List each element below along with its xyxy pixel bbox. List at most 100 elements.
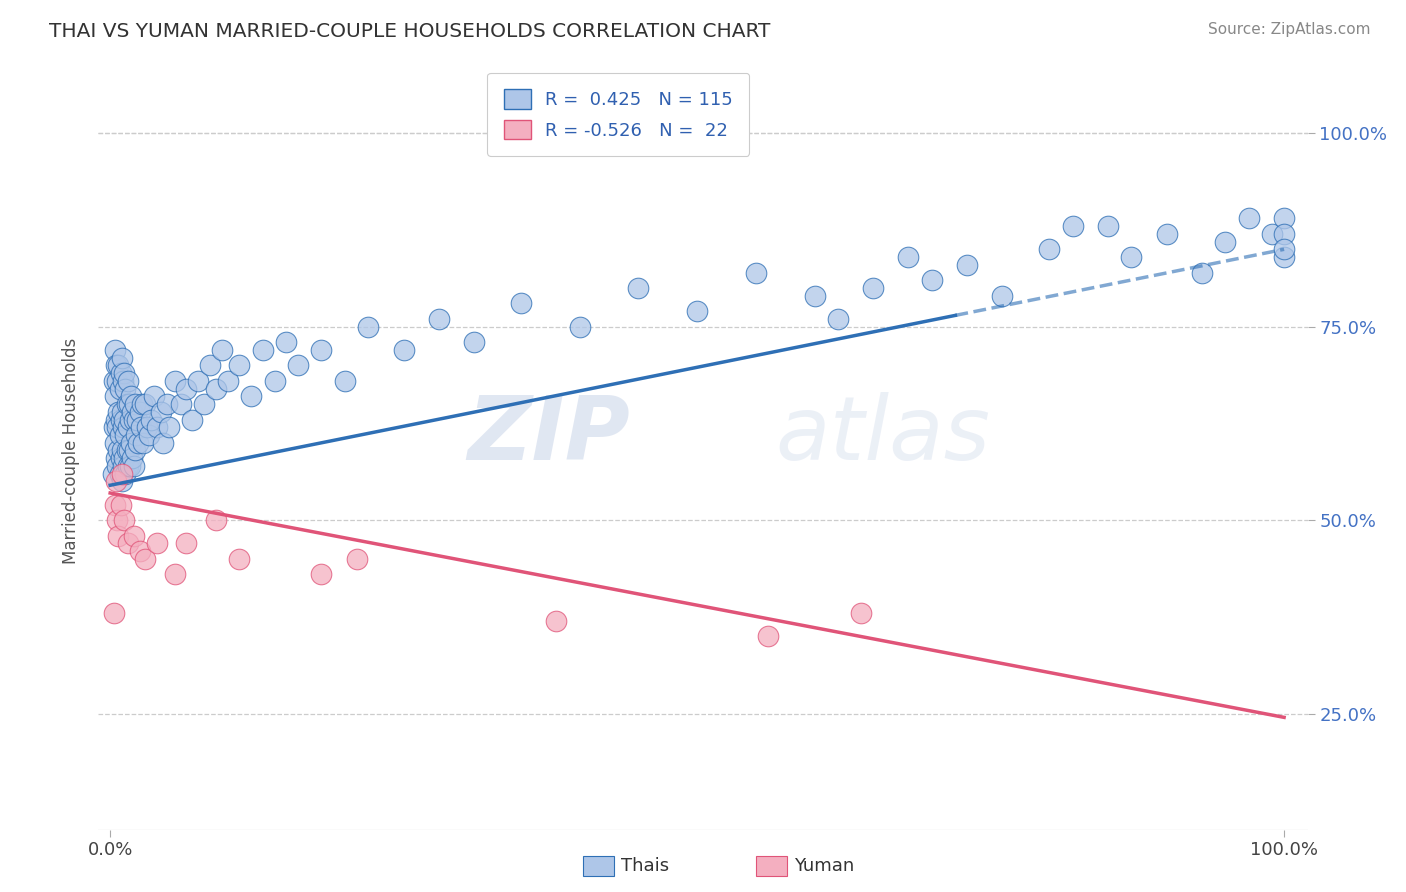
Point [135, 420, 157, 434]
Point [198, 359, 221, 373]
Y-axis label: Married-couple Households: Married-couple Households [62, 337, 80, 564]
Point [117, 536, 139, 550]
Point [105, 475, 128, 489]
Point [827, 312, 849, 326]
Point [1038, 242, 1060, 256]
Point [163, 567, 186, 582]
Text: Thais: Thais [621, 857, 669, 875]
Point [211, 343, 233, 357]
Point [110, 498, 132, 512]
Point [104, 389, 127, 403]
Point [104, 343, 127, 357]
Point [510, 296, 533, 310]
Point [193, 397, 215, 411]
Point [287, 359, 309, 373]
Point [114, 382, 136, 396]
Point [127, 412, 149, 426]
Point [138, 428, 160, 442]
Point [107, 528, 129, 542]
Point [122, 458, 145, 473]
Point [118, 443, 141, 458]
Point [110, 412, 132, 426]
Point [127, 435, 149, 450]
Point [108, 428, 131, 442]
Point [114, 428, 136, 442]
Point [103, 420, 125, 434]
Point [1121, 250, 1143, 264]
Point [803, 289, 825, 303]
Point [112, 374, 135, 388]
Point [176, 382, 198, 396]
Point [110, 366, 132, 380]
Point [333, 374, 356, 388]
Point [276, 335, 298, 350]
FancyBboxPatch shape [756, 856, 787, 876]
Point [122, 412, 145, 426]
Point [956, 258, 979, 272]
Point [240, 389, 263, 403]
Point [105, 458, 128, 473]
Point [1272, 250, 1295, 264]
Point [897, 250, 920, 264]
Point [228, 551, 250, 566]
Text: Source: ZipAtlas.com: Source: ZipAtlas.com [1208, 22, 1371, 37]
Point [1261, 227, 1284, 241]
Point [568, 319, 591, 334]
Point [1156, 227, 1178, 241]
Point [141, 412, 163, 426]
Point [112, 451, 135, 466]
Point [1237, 211, 1260, 226]
Point [228, 359, 250, 373]
Point [111, 351, 134, 365]
Point [627, 281, 650, 295]
Point [427, 312, 450, 326]
Text: ZIP: ZIP [468, 392, 630, 479]
Point [108, 467, 131, 481]
Point [252, 343, 274, 357]
Point [1272, 227, 1295, 241]
Point [132, 435, 155, 450]
Point [346, 551, 368, 566]
Point [105, 359, 128, 373]
Point [120, 458, 142, 473]
Point [111, 475, 134, 489]
Point [1272, 211, 1295, 226]
Point [311, 567, 333, 582]
Point [142, 389, 165, 403]
FancyBboxPatch shape [583, 856, 614, 876]
Point [121, 405, 143, 419]
Point [117, 458, 139, 473]
Point [107, 443, 129, 458]
Point [118, 397, 141, 411]
Point [115, 443, 138, 458]
Point [187, 374, 209, 388]
Point [152, 435, 174, 450]
Point [1272, 242, 1295, 256]
Point [122, 528, 145, 542]
Point [263, 374, 285, 388]
Point [107, 405, 129, 419]
Point [155, 397, 177, 411]
Point [124, 397, 146, 411]
Point [128, 544, 150, 558]
Point [311, 343, 333, 357]
Point [134, 551, 156, 566]
Point [104, 435, 127, 450]
Point [112, 513, 135, 527]
Point [392, 343, 415, 357]
Point [103, 606, 125, 620]
Text: atlas: atlas [776, 392, 990, 478]
Point [745, 266, 768, 280]
Point [107, 359, 129, 373]
Point [108, 382, 131, 396]
Point [686, 304, 709, 318]
Point [101, 467, 124, 481]
Point [112, 458, 135, 473]
Point [146, 536, 169, 550]
Point [1215, 235, 1237, 249]
Point [111, 467, 134, 481]
Point [129, 420, 152, 434]
Point [163, 374, 186, 388]
Point [546, 614, 568, 628]
Point [125, 428, 148, 442]
